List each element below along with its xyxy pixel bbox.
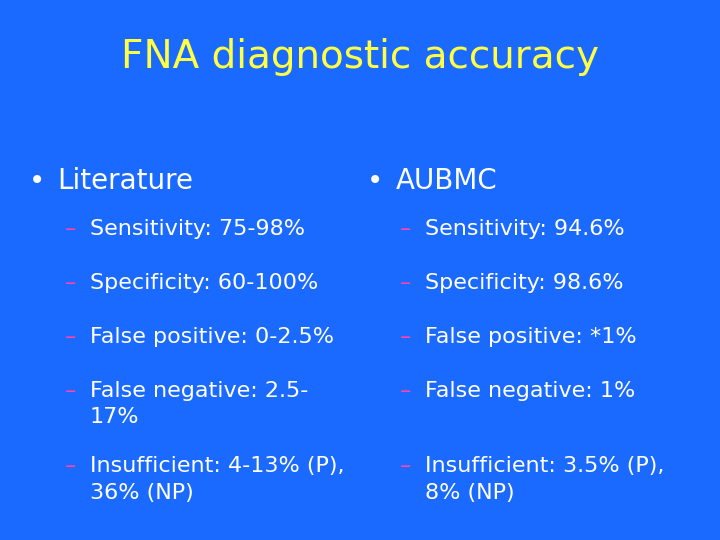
Text: AUBMC: AUBMC <box>396 167 498 195</box>
Text: False positive: 0-2.5%: False positive: 0-2.5% <box>90 327 334 347</box>
Text: Insufficient: 3.5% (P),
8% (NP): Insufficient: 3.5% (P), 8% (NP) <box>425 456 664 503</box>
Text: –: – <box>65 219 76 239</box>
Text: –: – <box>400 456 411 476</box>
Text: –: – <box>400 219 411 239</box>
Text: –: – <box>65 381 76 401</box>
Text: •: • <box>29 167 45 195</box>
Text: FNA diagnostic accuracy: FNA diagnostic accuracy <box>121 38 599 76</box>
Text: •: • <box>367 167 384 195</box>
Text: Literature: Literature <box>58 167 194 195</box>
Text: False negative: 1%: False negative: 1% <box>425 381 635 401</box>
Text: –: – <box>400 327 411 347</box>
Text: False negative: 2.5-
17%: False negative: 2.5- 17% <box>90 381 308 427</box>
Text: –: – <box>400 273 411 293</box>
Text: Sensitivity: 75-98%: Sensitivity: 75-98% <box>90 219 305 239</box>
Text: Insufficient: 4-13% (P),
36% (NP): Insufficient: 4-13% (P), 36% (NP) <box>90 456 344 503</box>
Text: –: – <box>65 273 76 293</box>
Text: –: – <box>65 456 76 476</box>
Text: –: – <box>65 327 76 347</box>
Text: False positive: *1%: False positive: *1% <box>425 327 636 347</box>
Text: Specificity: 98.6%: Specificity: 98.6% <box>425 273 624 293</box>
Text: Specificity: 60-100%: Specificity: 60-100% <box>90 273 318 293</box>
Text: Sensitivity: 94.6%: Sensitivity: 94.6% <box>425 219 624 239</box>
Text: –: – <box>400 381 411 401</box>
